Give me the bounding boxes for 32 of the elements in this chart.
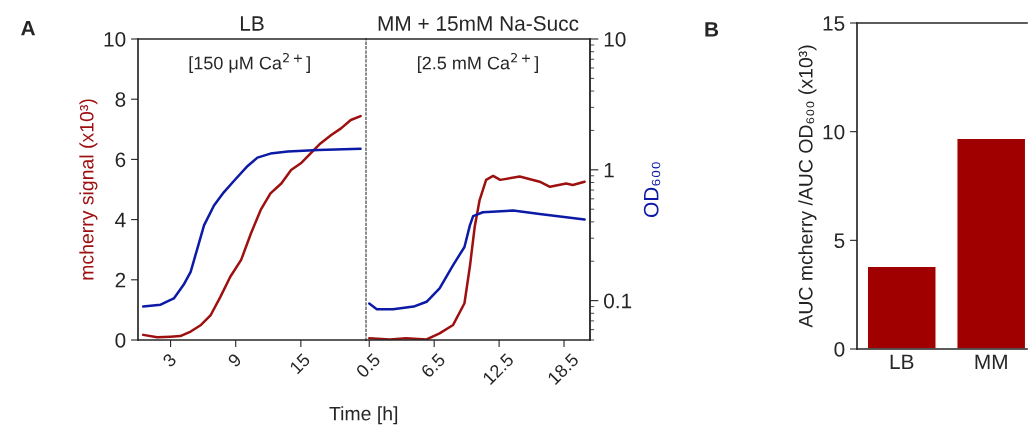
annotation: [2.5 mM Ca$^{2+}$] [417, 52, 538, 74]
x-tick-label: LB [890, 354, 914, 369]
chart-title: MM + 15mM Na-Succ [378, 16, 579, 31]
x-tick-label: 9 [227, 352, 243, 368]
y2-tick-label: 0.1 [604, 293, 632, 309]
y2-axis-title: OD₆₀₀ [643, 162, 661, 217]
x-tick-label: 0.5 [355, 352, 382, 379]
y2-tick-label: 10 [604, 32, 626, 47]
x-axis-title: Time [h] [329, 406, 398, 425]
y-tick-label: 4 [115, 212, 126, 228]
text: B [705, 22, 719, 37]
y-tick-label: 15 [823, 16, 845, 31]
y-tick-label: 0 [834, 342, 845, 357]
y-tick-label: 6 [115, 152, 126, 168]
y-tick-label: 10 [823, 124, 845, 140]
y-axis-title: mcherry signal (x10³) [79, 99, 98, 280]
y-tick-label: 0 [115, 333, 126, 348]
y-axis-title: AUC mcherry /AUC OD₆₀₀ (x10³) [798, 45, 817, 328]
y2-tick-label: 1 [604, 163, 614, 178]
y-tick-label: 10 [104, 32, 126, 47]
x-tick-label: 15 [289, 352, 311, 375]
y-tick-label: 2 [115, 272, 126, 288]
x-tick-label: MM [975, 354, 1007, 369]
chart-title: LB [240, 16, 264, 31]
x-tick-label: 6.5 [420, 352, 446, 379]
line-series [368, 209, 586, 311]
line-series [141, 114, 362, 339]
y-tick-label: 8 [115, 92, 126, 107]
y-tick-label: 5 [834, 233, 845, 249]
annotation: [150 μM Ca$^{2+}$] [189, 52, 310, 74]
text: A [21, 21, 36, 36]
x-tick-label: 3 [161, 352, 177, 368]
